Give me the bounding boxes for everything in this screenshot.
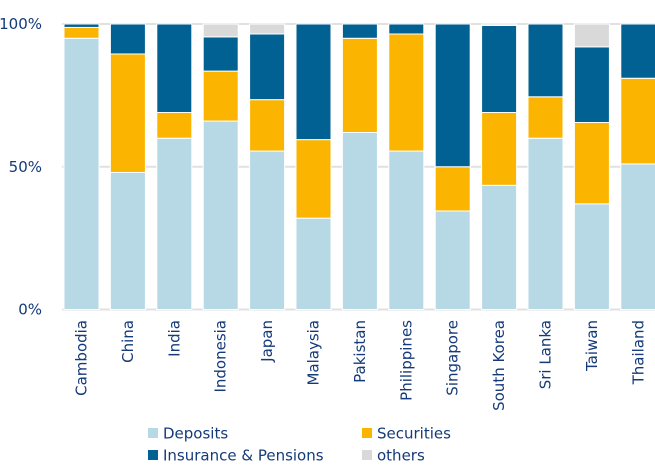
x-category-label: Japan: [258, 320, 276, 363]
bar-segment-deposits: [249, 150, 286, 310]
bar-segment-securities: [109, 53, 146, 173]
bar-segment-securities: [434, 166, 471, 212]
bar-segment-securities: [573, 121, 610, 205]
legend-swatch: [362, 428, 372, 438]
x-category-label: Sri Lanka: [537, 320, 555, 389]
bar-segment-securities: [620, 77, 655, 165]
x-category-label: Malaysia: [305, 320, 323, 386]
legend-swatch: [148, 428, 158, 438]
bar-segment-deposits: [295, 217, 332, 310]
legend-swatch: [362, 450, 372, 460]
bar-segment-securities: [202, 70, 239, 122]
bar-segment-insurance-pensions: [156, 23, 193, 114]
x-category-label: China: [119, 320, 137, 363]
legend-label: Deposits: [163, 425, 228, 443]
bar-segment-deposits: [388, 150, 425, 310]
bar-segment-insurance-pensions: [620, 23, 655, 79]
bar-segment-deposits: [481, 184, 518, 310]
x-category-label: Indonesia: [212, 320, 230, 393]
bar-segment-others: [481, 23, 518, 26]
legend-swatch: [148, 450, 158, 460]
x-category-label: Cambodia: [73, 320, 91, 396]
bar-segment-securities: [341, 37, 378, 133]
x-category-label: Thailand: [629, 320, 647, 385]
bar-segment-others: [202, 23, 239, 38]
bar-segment-securities: [63, 26, 100, 39]
bar-segment-others: [573, 23, 610, 48]
legend-label: others: [377, 447, 425, 465]
y-tick-label: 100%: [0, 15, 42, 33]
bar-segment-securities: [156, 112, 193, 139]
bar-segment-deposits: [109, 171, 146, 310]
bar-segment-insurance-pensions: [63, 23, 100, 28]
bar-segment-deposits: [202, 120, 239, 310]
bar-segment-deposits: [63, 37, 100, 311]
legend-item: Securities: [362, 425, 451, 443]
bar-segment-insurance-pensions: [341, 23, 378, 39]
x-category-label: Pakistan: [351, 320, 369, 383]
bar-segment-securities: [295, 139, 332, 219]
bar-segment-insurance-pensions: [434, 23, 471, 168]
bar-segment-others: [249, 23, 286, 35]
bar-segment-insurance-pensions: [249, 33, 286, 101]
legend-label: Securities: [377, 425, 451, 443]
x-category-label: Taiwan: [583, 320, 601, 372]
bar-segment-deposits: [573, 203, 610, 311]
bar-segment-insurance-pensions: [388, 23, 425, 35]
y-tick-label: 50%: [9, 158, 42, 176]
legend-item: Insurance & Pensions: [148, 447, 324, 465]
bar-segment-deposits: [341, 131, 378, 310]
legend-item: Deposits: [148, 425, 228, 443]
bar-segment-insurance-pensions: [202, 36, 239, 72]
bar-segment-insurance-pensions: [573, 46, 610, 123]
bar-segment-securities: [481, 112, 518, 186]
bar-segment-securities: [388, 33, 425, 152]
bar-segment-securities: [249, 99, 286, 152]
bar-segment-deposits: [156, 137, 193, 310]
x-category-label: India: [165, 320, 183, 357]
bar-segment-securities: [527, 96, 564, 139]
legend-label: Insurance & Pensions: [163, 447, 324, 465]
bar-segment-deposits: [434, 210, 471, 310]
y-tick-label: 0%: [18, 301, 42, 319]
x-category-label: South Korea: [490, 320, 508, 411]
bar-segment-insurance-pensions: [527, 23, 564, 98]
bar-segment-insurance-pensions: [295, 23, 332, 141]
legend-item: others: [362, 447, 425, 465]
bar-segment-deposits: [527, 137, 564, 310]
bar-segment-deposits: [620, 163, 655, 310]
x-category-label: Philippines: [397, 320, 415, 401]
bar-segment-insurance-pensions: [109, 23, 146, 55]
x-category-label: Singapore: [444, 320, 462, 396]
bar-segment-insurance-pensions: [481, 24, 518, 114]
